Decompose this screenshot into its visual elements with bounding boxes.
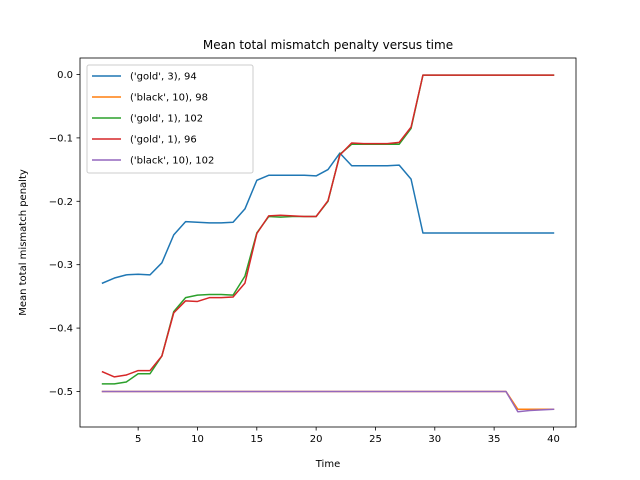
x-tick-label: 15 <box>250 434 263 445</box>
series-layer <box>101 74 555 413</box>
x-tick-label: 30 <box>428 434 441 445</box>
legend-label-5: ('black', 10), 102 <box>130 156 214 167</box>
series-line-4 <box>101 74 555 378</box>
x-tick-label: 5 <box>135 434 141 445</box>
y-tick-label: −0.5 <box>49 387 73 398</box>
legend: ('gold', 3), 94 ('black', 10), 98 ('gold',… <box>86 64 254 174</box>
series-line-5 <box>101 390 555 413</box>
y-tick-label: −0.1 <box>49 133 73 144</box>
y-axis-ticks: −0.5 −0.4 −0.3 −0.2 −0.1 0.0 <box>49 70 80 398</box>
x-axis-label: Time <box>315 459 340 470</box>
y-tick-label: −0.2 <box>49 197 73 208</box>
legend-label-3: ('gold', 1), 102 <box>130 114 203 125</box>
chart-title: Mean total mismatch penalty versus time <box>203 38 453 52</box>
legend-frame <box>86 64 254 174</box>
x-tick-label: 10 <box>191 434 204 445</box>
legend-label-2: ('black', 10), 98 <box>130 93 208 104</box>
plot-frame <box>79 57 577 428</box>
legend-label-1: ('gold', 3), 94 <box>130 72 197 83</box>
x-tick-label: 40 <box>547 434 560 445</box>
series-line-1 <box>101 152 555 285</box>
x-tick-label: 25 <box>369 434 382 445</box>
y-tick-label: −0.3 <box>49 260 73 271</box>
y-tick-label: 0.0 <box>57 70 73 81</box>
y-tick-label: −0.4 <box>49 324 73 335</box>
x-tick-label: 35 <box>488 434 501 445</box>
y-axis-label: Mean total mismatch penalty <box>18 169 29 316</box>
x-axis-ticks: 5 10 15 20 25 30 35 40 <box>135 427 560 445</box>
x-tick-label: 20 <box>310 434 323 445</box>
legend-label-4: ('gold', 1), 96 <box>130 135 197 146</box>
